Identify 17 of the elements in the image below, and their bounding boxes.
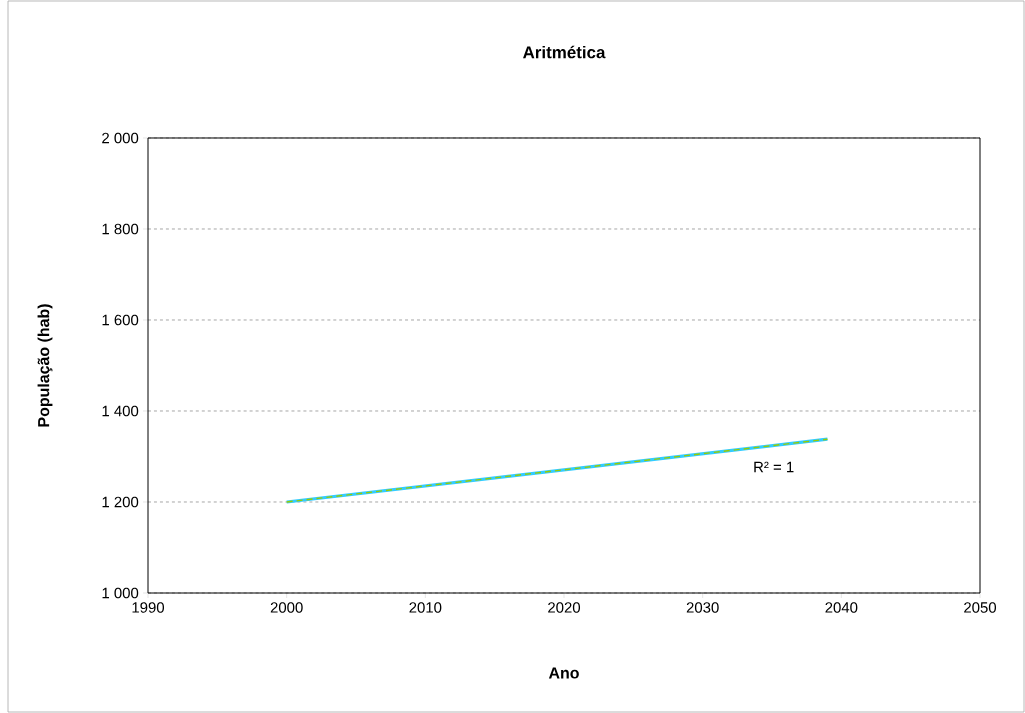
x-tick-label: 2050 (964, 602, 997, 613)
chart-title: Aritmética (523, 45, 606, 59)
y-tick-label: 2 000 (102, 132, 139, 144)
x-tick-label: 2010 (409, 602, 442, 613)
y-axis-title: População (hab) (37, 304, 53, 427)
x-tick-label: 1990 (132, 602, 165, 613)
y-tick-label: 1 200 (102, 496, 139, 508)
y-tick-label: 1 600 (102, 314, 139, 326)
x-tick-label: 2030 (686, 602, 719, 613)
x-tick-label: 2020 (548, 602, 581, 613)
y-tick-label: 1 400 (102, 405, 139, 417)
y-tick-label: 1 800 (102, 223, 139, 235)
y-tick-label: 1 000 (102, 587, 139, 599)
x-tick-label: 2040 (825, 602, 858, 613)
annotation: R² = 1 (754, 461, 794, 473)
x-axis-title: Ano (548, 667, 579, 679)
x-tick-label: 2000 (270, 602, 303, 613)
